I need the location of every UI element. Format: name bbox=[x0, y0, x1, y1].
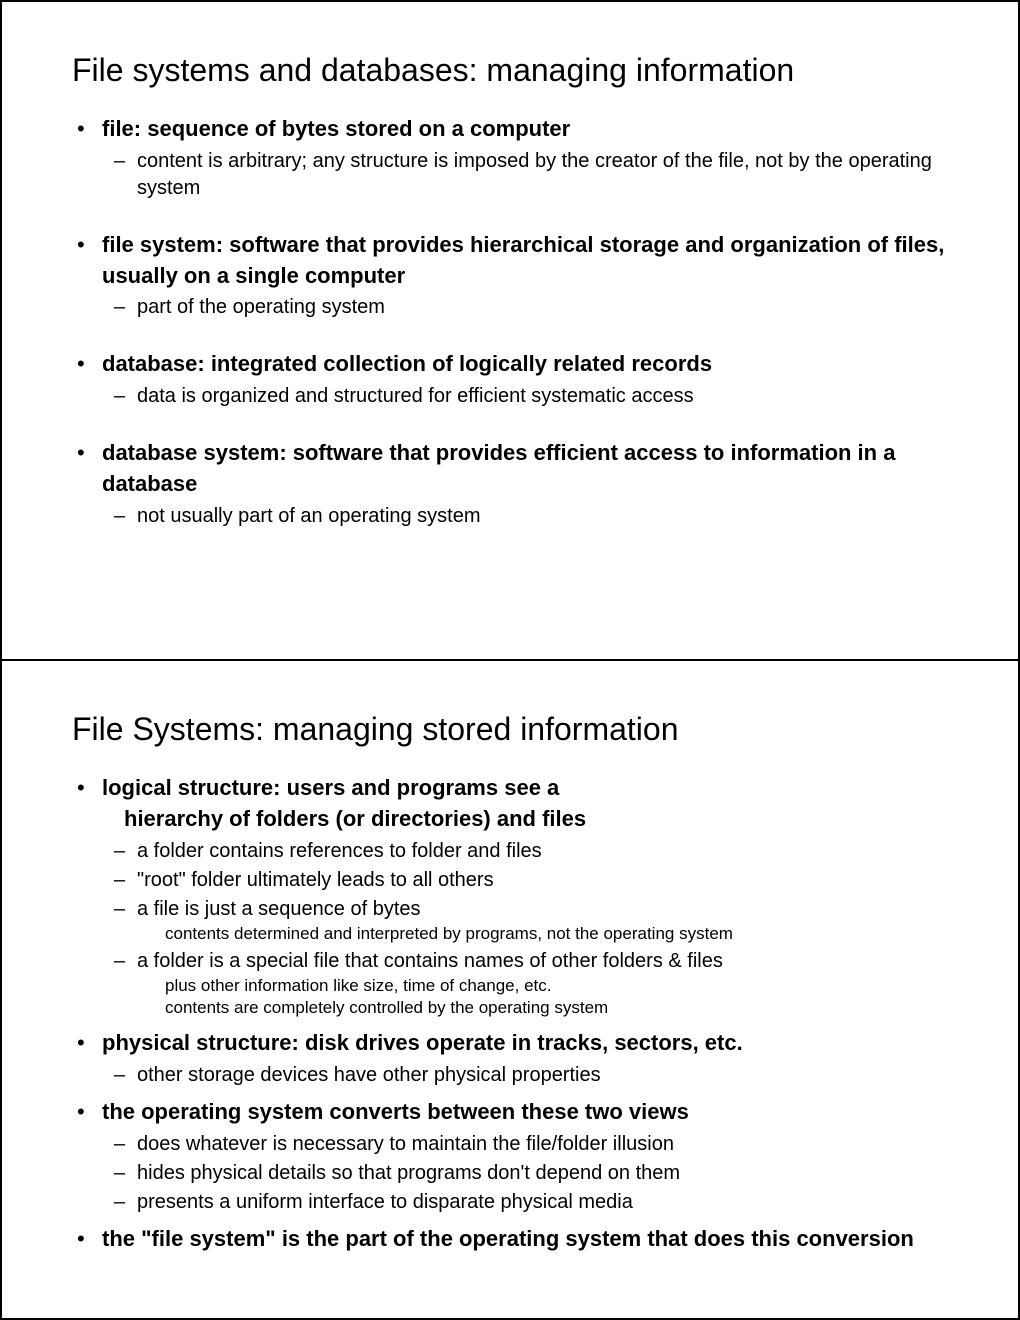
bullet-database-system: database system: software that provides … bbox=[72, 438, 948, 530]
bullet-text: file: sequence of bytes stored on a comp… bbox=[102, 116, 570, 141]
spacer bbox=[72, 418, 948, 438]
bullet-text-line2: hierarchy of folders (or directories) an… bbox=[102, 804, 948, 835]
note: contents are completely controlled by th… bbox=[137, 997, 948, 1020]
slide-2-bullets: logical structure: users and programs se… bbox=[72, 773, 948, 1255]
sub-bullets: part of the operating system bbox=[102, 294, 948, 321]
slide-2-title: File Systems: managing stored informatio… bbox=[72, 711, 948, 748]
sub-bullets: content is arbitrary; any structure is i… bbox=[102, 148, 948, 202]
bullet-filesystem-conversion: the "file system" is the part of the ope… bbox=[72, 1224, 948, 1255]
sub-bullets: a folder contains references to folder a… bbox=[102, 838, 948, 1021]
sub-bullet: a folder is a special file that contains… bbox=[102, 948, 948, 1021]
bullet-physical-structure: physical structure: disk drives operate … bbox=[72, 1028, 948, 1089]
slide-1-bullets: file: sequence of bytes stored on a comp… bbox=[72, 114, 948, 530]
note: contents determined and interpreted by p… bbox=[137, 923, 948, 946]
bullet-database: database: integrated collection of logic… bbox=[72, 349, 948, 410]
sub-bullets: not usually part of an operating system bbox=[102, 503, 948, 530]
sub-bullet: data is organized and structured for eff… bbox=[102, 383, 948, 410]
sub-text: a folder is a special file that contains… bbox=[137, 950, 723, 972]
sub-bullet: a file is just a sequence of bytes conte… bbox=[102, 896, 948, 946]
bullet-text: the "file system" is the part of the ope… bbox=[102, 1226, 914, 1251]
bullet-file: file: sequence of bytes stored on a comp… bbox=[72, 114, 948, 202]
sub-bullet: "root" folder ultimately leads to all ot… bbox=[102, 867, 948, 894]
slide-2: File Systems: managing stored informatio… bbox=[2, 661, 1018, 1318]
sub-bullets: other storage devices have other physica… bbox=[102, 1062, 948, 1089]
bullet-text: database system: software that provides … bbox=[102, 440, 895, 496]
bullet-logical-structure: logical structure: users and programs se… bbox=[72, 773, 948, 1020]
bullet-text: database: integrated collection of logic… bbox=[102, 351, 712, 376]
sub-bullet: a folder contains references to folder a… bbox=[102, 838, 948, 865]
sub-bullet: not usually part of an operating system bbox=[102, 503, 948, 530]
sub-bullets: data is organized and structured for eff… bbox=[102, 383, 948, 410]
note: plus other information like size, time o… bbox=[137, 975, 948, 998]
bullet-text: physical structure: disk drives operate … bbox=[102, 1030, 743, 1055]
bullet-text-line1: logical structure: users and programs se… bbox=[102, 775, 559, 800]
slide-1-title: File systems and databases: managing inf… bbox=[72, 52, 948, 89]
sub-bullet: presents a uniform interface to disparat… bbox=[102, 1189, 948, 1216]
sub-bullet: other storage devices have other physica… bbox=[102, 1062, 948, 1089]
page-container: File systems and databases: managing inf… bbox=[0, 0, 1020, 1320]
slide-1: File systems and databases: managing inf… bbox=[2, 2, 1018, 661]
bullet-text: file system: software that provides hier… bbox=[102, 232, 944, 288]
spacer bbox=[72, 210, 948, 230]
sub-bullets: does whatever is necessary to maintain t… bbox=[102, 1131, 948, 1216]
sub-text: a file is just a sequence of bytes bbox=[137, 898, 421, 920]
spacer bbox=[72, 329, 948, 349]
sub-bullet: part of the operating system bbox=[102, 294, 948, 321]
bullet-text: the operating system converts between th… bbox=[102, 1099, 689, 1124]
bullet-filesystem: file system: software that provides hier… bbox=[72, 230, 948, 322]
sub-bullet: does whatever is necessary to maintain t… bbox=[102, 1131, 948, 1158]
sub-bullet: hides physical details so that programs … bbox=[102, 1160, 948, 1187]
bullet-os-converts: the operating system converts between th… bbox=[72, 1097, 948, 1216]
sub-bullet: content is arbitrary; any structure is i… bbox=[102, 148, 948, 202]
